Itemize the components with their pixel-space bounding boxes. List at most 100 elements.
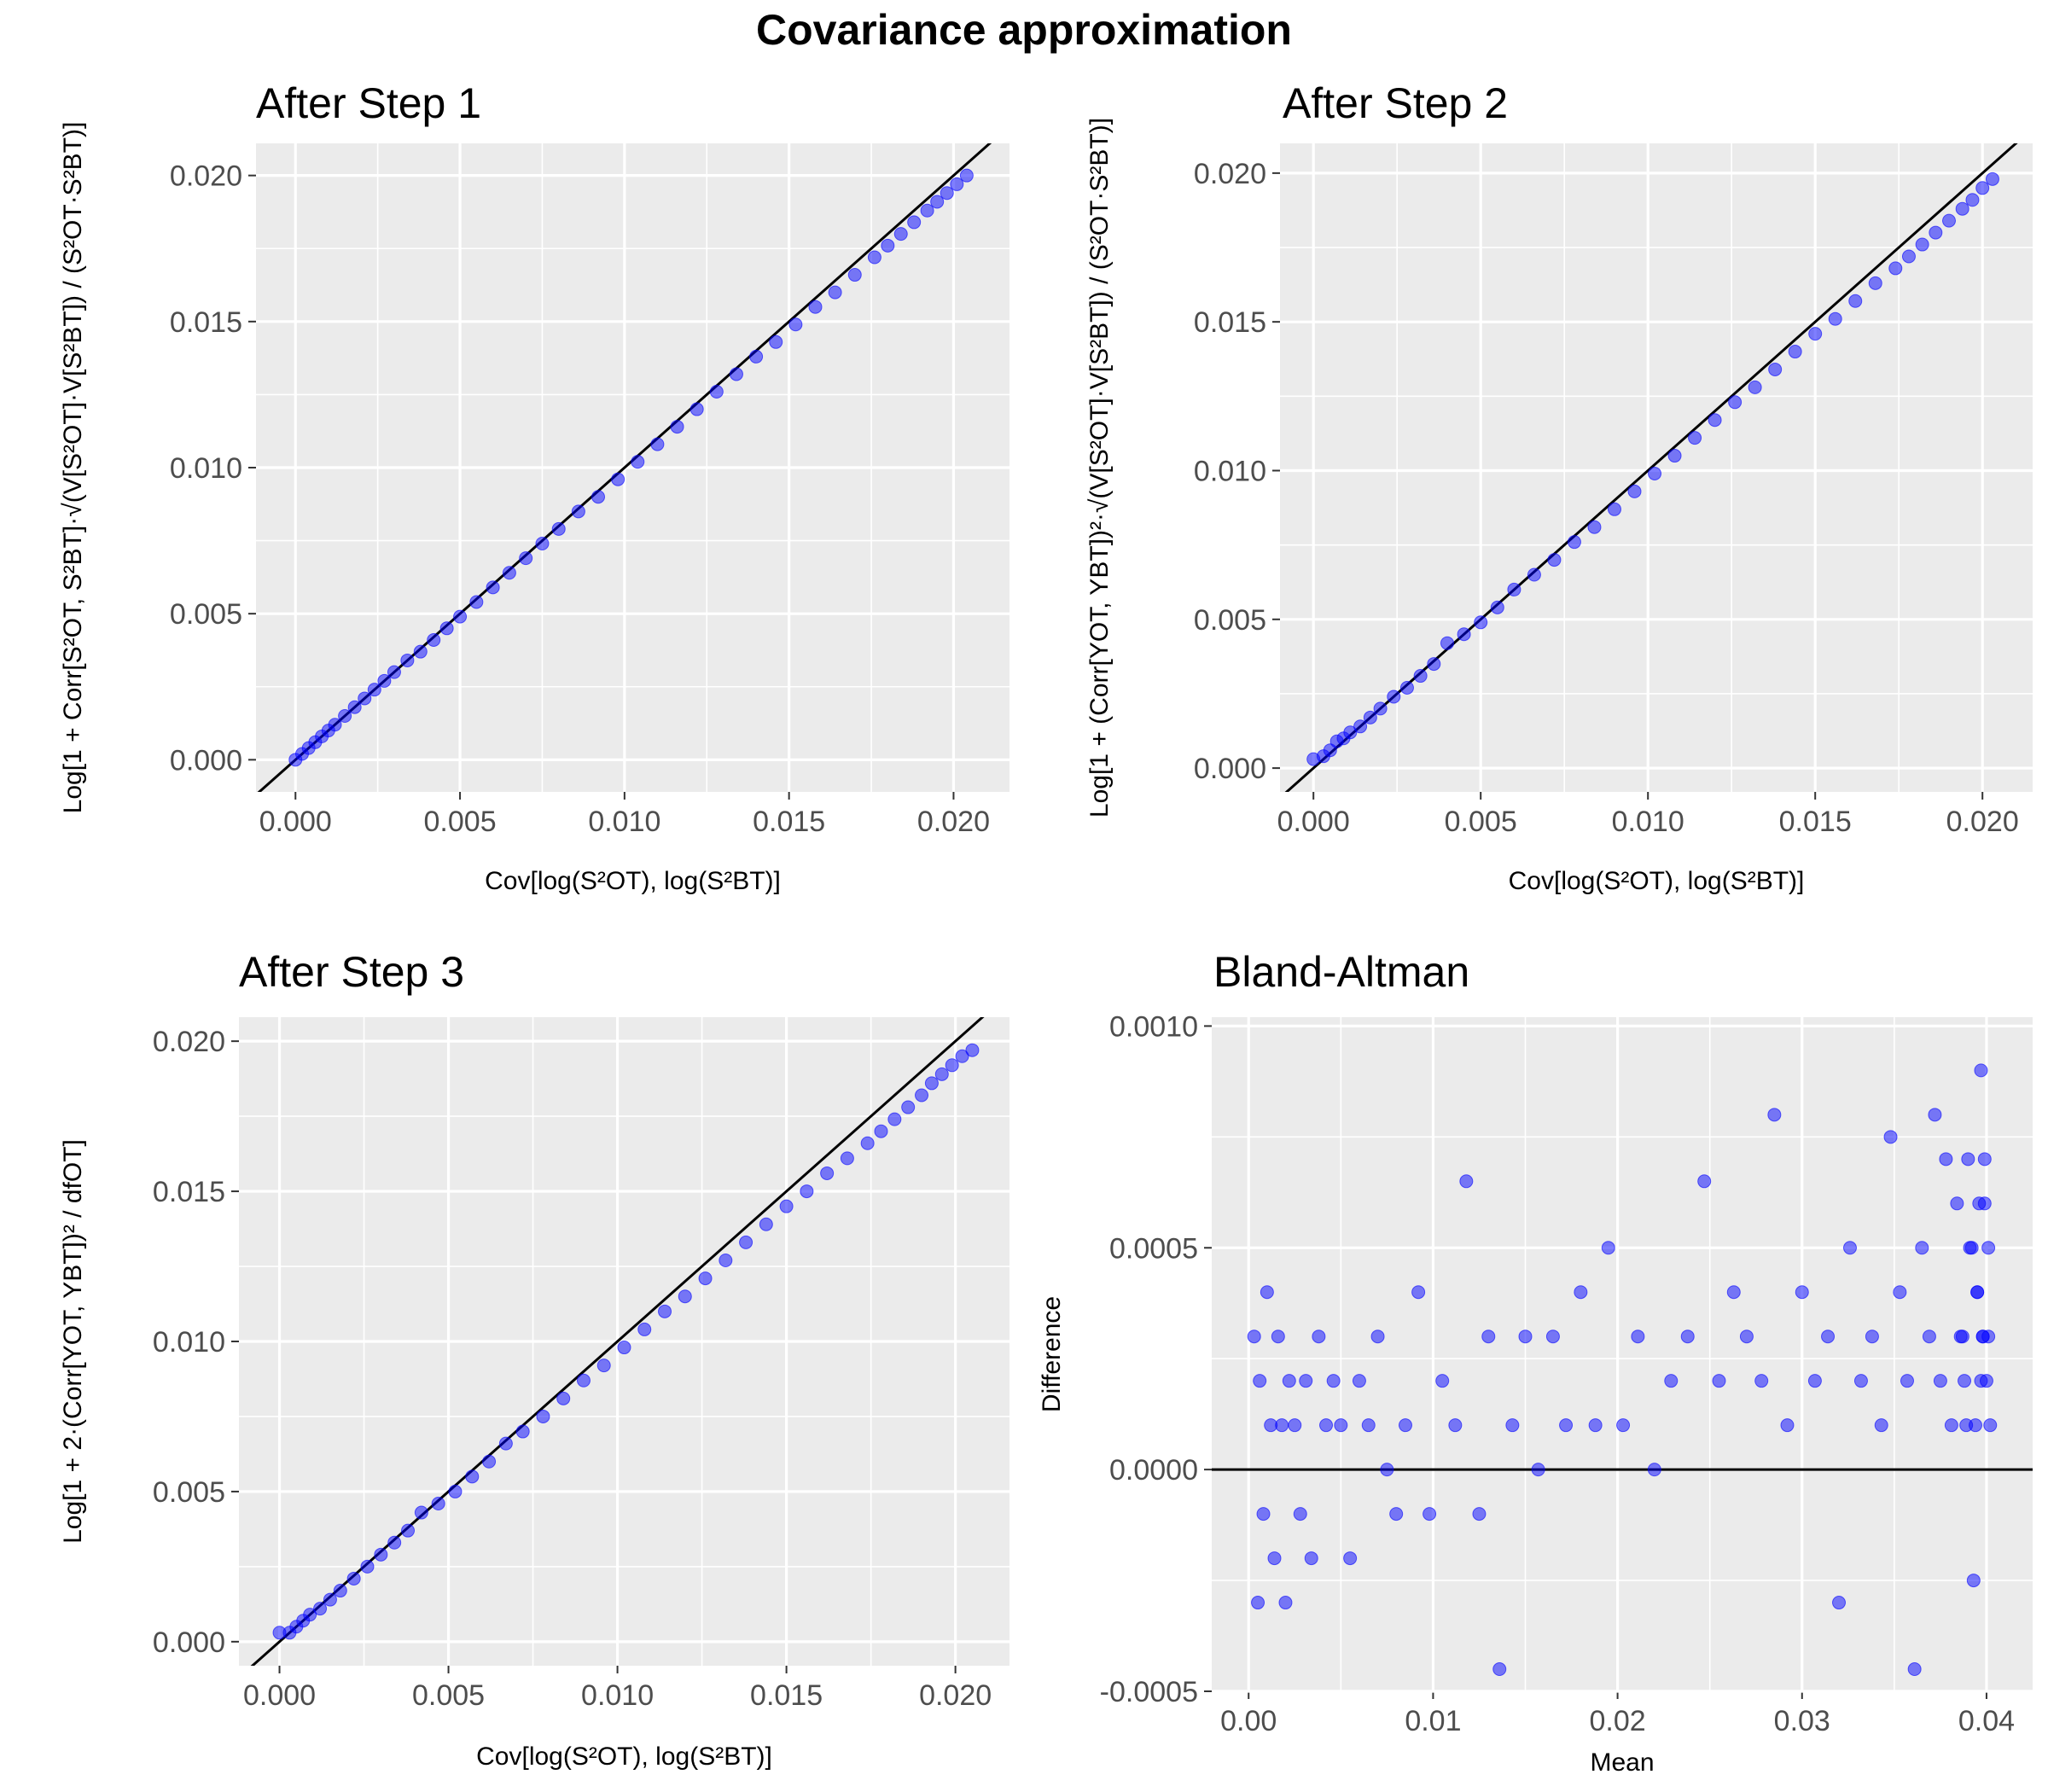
data-point	[1953, 1329, 1968, 1344]
data-point	[1915, 1241, 1929, 1255]
data-point	[414, 1505, 428, 1520]
data-point	[515, 1424, 530, 1439]
data-point	[1608, 502, 1621, 516]
data-point	[591, 490, 606, 504]
data-point	[536, 1409, 550, 1423]
data-point	[1312, 1329, 1326, 1344]
data-point	[650, 437, 665, 451]
data-point	[924, 1076, 939, 1091]
data-point	[1601, 1241, 1615, 1255]
data-point	[1423, 1507, 1437, 1521]
data-point	[1251, 1596, 1265, 1610]
data-point	[1808, 327, 1823, 341]
data-point	[1848, 294, 1863, 308]
panel-4: 0.00 0.01 0.02 0.03 0.04 -0.0005 0.0000 0.0005 0…	[1038, 948, 2033, 1777]
data-point	[1588, 1418, 1603, 1433]
data-point	[1507, 582, 1521, 596]
data-point	[453, 609, 468, 624]
data-point	[658, 1304, 672, 1318]
data-point	[1981, 1241, 1996, 1255]
data-point	[360, 1559, 375, 1574]
data-point	[1977, 1152, 1992, 1167]
data-point	[637, 1322, 652, 1336]
data-point	[519, 551, 533, 566]
data-point	[1334, 1418, 1348, 1433]
data-point	[1712, 1374, 1726, 1388]
data-point	[955, 1049, 969, 1063]
series-points	[1306, 172, 1999, 766]
data-point	[333, 1584, 347, 1598]
data-point	[907, 215, 922, 230]
data-point	[920, 203, 934, 218]
data-point	[808, 300, 823, 314]
data-point	[1788, 345, 1802, 359]
data-point	[377, 673, 392, 688]
data-point	[611, 472, 625, 486]
data-point	[387, 1535, 402, 1550]
data-point	[303, 1608, 317, 1622]
data-point	[959, 168, 974, 183]
data-point	[1697, 1174, 1712, 1189]
data-point	[374, 1547, 388, 1562]
data-point	[576, 1373, 591, 1388]
data-point	[1832, 1596, 1847, 1610]
y-tick-label: 0.015	[153, 1176, 225, 1208]
y-tick-label: 0.020	[153, 1026, 225, 1058]
data-point	[401, 1523, 416, 1538]
data-point	[1915, 237, 1929, 252]
data-point	[893, 227, 908, 241]
x-tick-label: 0.005	[424, 806, 497, 838]
data-point	[400, 653, 415, 667]
data-point	[631, 455, 645, 469]
data-point	[1768, 362, 1783, 376]
data-point	[867, 250, 881, 265]
panel-2: 0.000 0.005 0.010 0.015 0.020 0.000 0.005 0.010…	[1085, 79, 2033, 895]
data-point	[709, 384, 724, 399]
data-point	[1271, 1329, 1285, 1344]
data-point	[1842, 1241, 1857, 1255]
data-point	[678, 1289, 692, 1304]
data-point	[788, 317, 803, 332]
data-point	[1944, 1418, 1958, 1433]
data-point	[328, 718, 342, 732]
data-point	[313, 1602, 328, 1616]
data-point	[915, 1088, 929, 1103]
data-point	[1398, 1418, 1412, 1433]
data-point	[1380, 1463, 1394, 1477]
y-tick-label: 0.005	[1194, 604, 1266, 637]
data-point	[1975, 181, 1990, 195]
data-point	[1304, 1551, 1318, 1566]
data-point	[1647, 1463, 1661, 1477]
data-point	[965, 1043, 980, 1057]
data-point	[469, 595, 484, 609]
data-point	[874, 1124, 888, 1138]
data-point	[1968, 1418, 1982, 1433]
panel-title: Bland-Altman	[1213, 948, 1469, 996]
data-point	[847, 268, 862, 282]
data-point	[1587, 520, 1602, 534]
data-point	[689, 402, 704, 416]
series-points	[288, 168, 974, 767]
data-point	[1821, 1329, 1836, 1344]
y-tick-label: 0.010	[1194, 455, 1266, 487]
panel-3: 0.000 0.005 0.010 0.015 0.020 0.000 0.005 0.010…	[59, 948, 1009, 1771]
y-axis-label: Log[1 + Corr[S²OT, S²BT]·√(V[S²OT]·V[S²B…	[59, 122, 87, 814]
data-point	[1352, 1374, 1366, 1388]
data-point	[482, 1454, 497, 1469]
x-tick-label: 0.020	[919, 1679, 992, 1712]
y-tick-label: 0.000	[153, 1626, 225, 1659]
y-tick-label: 0.010	[170, 452, 242, 485]
data-point	[1807, 1374, 1822, 1388]
data-point	[1299, 1374, 1313, 1388]
data-point	[1631, 1329, 1645, 1344]
data-point	[779, 1199, 794, 1213]
y-tick-label: 0.005	[170, 598, 242, 631]
data-point	[596, 1359, 611, 1373]
x-axis-label: Cov[log(S²OT), log(S²BT)]	[1509, 867, 1805, 895]
data-point	[1361, 1418, 1376, 1433]
data-point	[1267, 1551, 1282, 1566]
data-point	[1972, 1196, 1987, 1211]
y-tick-label: 0.005	[153, 1476, 225, 1509]
x-tick-label: 0.00	[1220, 1705, 1277, 1737]
data-point	[571, 504, 585, 519]
